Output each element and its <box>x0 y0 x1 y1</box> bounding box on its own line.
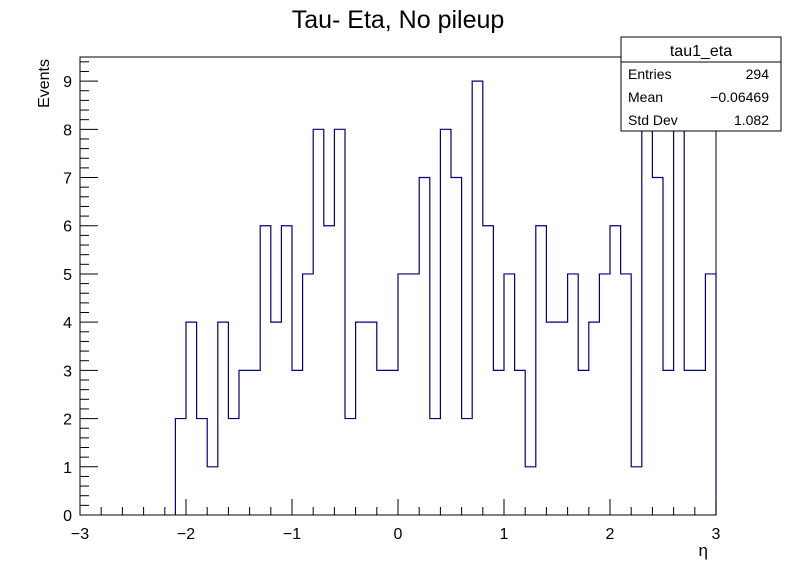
histogram-bin <box>642 81 653 515</box>
histogram-bin <box>387 370 398 515</box>
y-tick-label: 8 <box>63 122 72 139</box>
y-tick-label: 5 <box>63 267 72 284</box>
stats-box-title: tau1_eta <box>670 43 732 60</box>
y-tick-label: 2 <box>63 412 72 429</box>
histogram-bin <box>674 129 685 515</box>
histogram-bin <box>303 274 314 515</box>
y-tick-label: 6 <box>63 219 72 236</box>
histogram-outline <box>174 80 717 515</box>
histogram-bin <box>398 274 409 515</box>
histogram-bin <box>218 322 229 515</box>
histogram-bin <box>313 129 324 515</box>
y-tick-label: 7 <box>63 171 72 188</box>
y-tick-label: 0 <box>63 508 72 525</box>
histogram-bin <box>409 274 420 515</box>
histogram-bin <box>684 370 695 515</box>
stats-row-value: −0.06469 <box>710 89 769 105</box>
y-tick-label: 3 <box>63 363 72 380</box>
histogram-bin <box>504 274 515 515</box>
histogram-bin <box>652 178 663 515</box>
histogram-bin <box>483 226 494 515</box>
x-tick-label: 0 <box>394 526 403 543</box>
y-tick-label: 4 <box>63 315 72 332</box>
histogram-bin <box>589 322 600 515</box>
histogram-bin <box>175 419 186 515</box>
histogram-bin <box>578 370 589 515</box>
histogram-bin <box>250 370 261 515</box>
histogram-bin <box>271 322 282 515</box>
histogram-bin <box>430 419 441 515</box>
histogram-bin <box>525 467 536 515</box>
histogram-bin <box>557 322 568 515</box>
histogram-bin <box>228 419 239 515</box>
x-tick-label: −3 <box>71 526 89 543</box>
histogram-bin <box>621 274 632 515</box>
histogram-bin <box>366 322 377 515</box>
histogram-bin <box>260 226 271 515</box>
histogram-bin <box>239 370 250 515</box>
histogram-bin <box>546 322 557 515</box>
x-tick-label: −1 <box>283 526 301 543</box>
stats-row-value: 1.082 <box>734 112 769 128</box>
stats-row-label: Std Dev <box>628 112 678 128</box>
x-axis-label: η <box>699 541 708 560</box>
stats-row-value: 294 <box>746 66 770 82</box>
chart-title: Tau- Eta, No pileup <box>291 6 505 34</box>
histogram-bin <box>440 129 451 515</box>
histogram-bin <box>377 370 388 515</box>
histogram-bin <box>281 226 292 515</box>
x-tick-label: 2 <box>606 526 615 543</box>
x-tick-label: 1 <box>500 526 509 543</box>
histogram-bin <box>663 370 674 515</box>
stats-box <box>620 36 782 132</box>
histogram-bin <box>610 226 621 515</box>
histogram-bin <box>568 274 579 515</box>
histogram-bin <box>356 322 367 515</box>
histogram-bin <box>599 274 610 515</box>
histogram-bin <box>197 419 208 515</box>
histogram-bin <box>334 129 345 515</box>
histogram-bin <box>536 226 547 515</box>
histogram-bin <box>419 178 430 515</box>
histogram-bin <box>695 370 706 515</box>
histogram-bin <box>324 226 335 515</box>
y-tick-label: 9 <box>63 74 72 91</box>
histogram-bin <box>631 467 642 515</box>
x-tick-label: −2 <box>177 526 195 543</box>
y-tick-label: 1 <box>63 460 72 477</box>
stats-row-label: Mean <box>628 89 663 105</box>
y-axis-label: Events <box>36 59 53 108</box>
histogram-bin <box>705 274 716 515</box>
histogram-bin <box>292 370 303 515</box>
histogram-bin <box>345 419 356 515</box>
histogram-bin <box>451 178 462 515</box>
histogram-bin <box>207 467 218 515</box>
histogram-bin <box>472 81 483 515</box>
histogram-bin <box>515 370 526 515</box>
histogram-bin <box>462 419 473 515</box>
histogram-bin <box>186 322 197 515</box>
histogram-bin <box>493 370 504 515</box>
stats-row-label: Entries <box>628 66 672 82</box>
x-tick-label: 3 <box>712 526 721 543</box>
